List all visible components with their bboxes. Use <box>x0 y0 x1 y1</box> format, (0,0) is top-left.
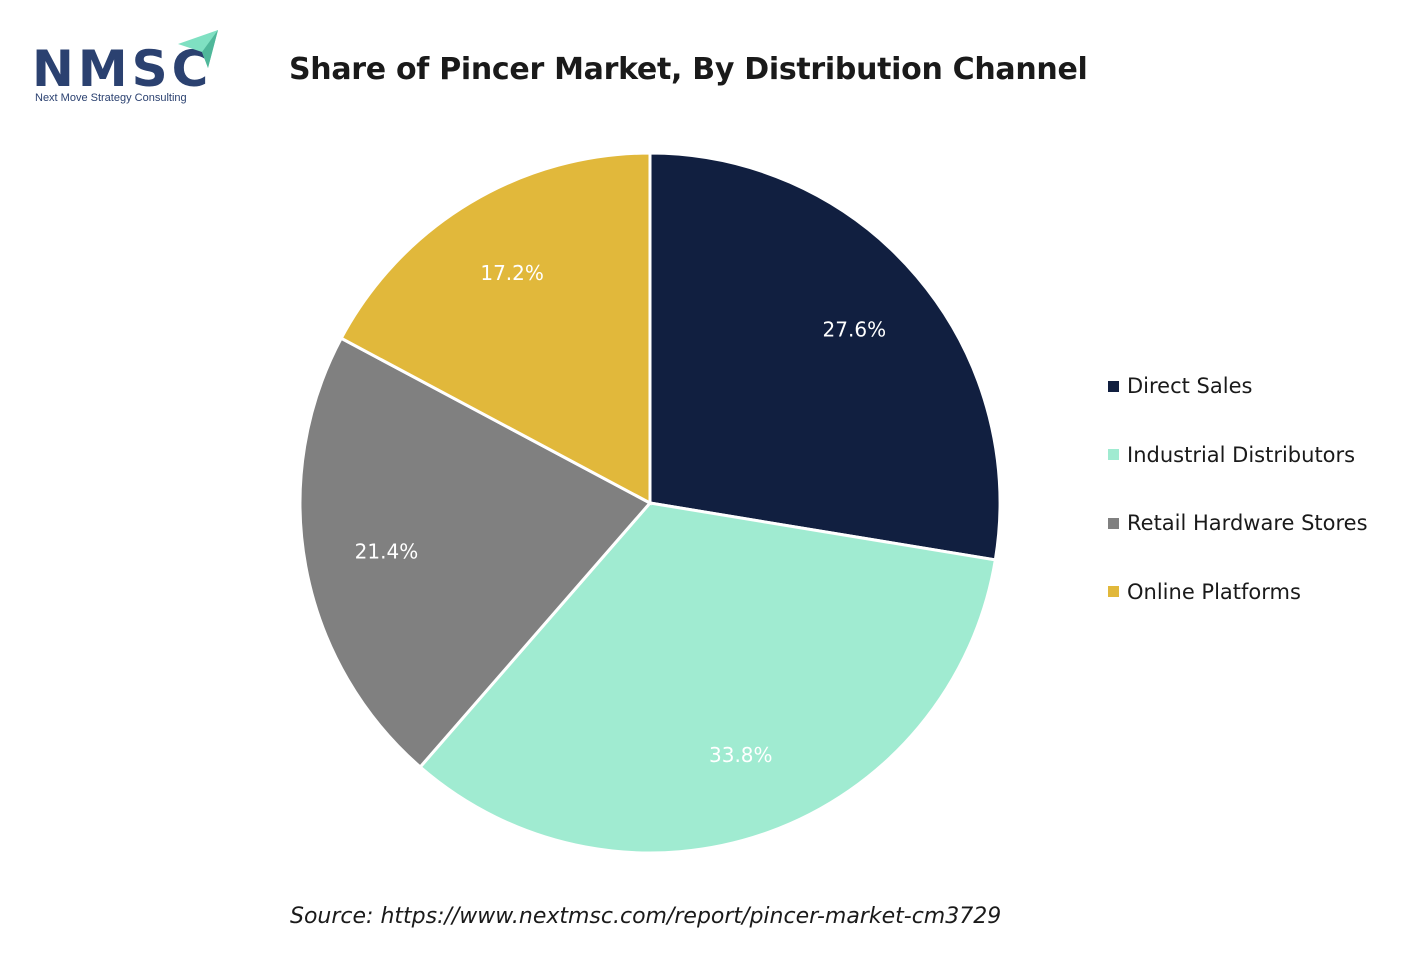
legend-item-retail-hardware-stores: Retail Hardware Stores <box>1108 489 1368 558</box>
legend-swatch <box>1108 449 1119 461</box>
chart-title: Share of Pincer Market, By Distribution … <box>289 52 1088 87</box>
legend-item-industrial-distributors: Industrial Distributors <box>1108 421 1368 490</box>
logo-arrow-shadow-icon <box>202 30 218 68</box>
logo-text: NMSC <box>32 40 212 98</box>
logo-tagline: Next Move Strategy Consulting <box>35 92 187 104</box>
nmsc-logo: NMSC Next Move Strategy Consulting <box>30 28 230 110</box>
legend-item-online-platforms: Online Platforms <box>1108 558 1368 627</box>
pie-slice-value-label: 17.2% <box>480 261 544 285</box>
logo-mark: NMSC <box>32 30 218 98</box>
source-note: Source: https://www.nextmsc.com/report/p… <box>290 904 1002 929</box>
legend: Direct Sales Industrial Distributors Ret… <box>1108 352 1368 626</box>
legend-label: Retail Hardware Stores <box>1127 511 1368 536</box>
legend-swatch <box>1108 517 1119 529</box>
legend-label: Industrial Distributors <box>1127 442 1356 467</box>
pie-slice-value-label: 27.6% <box>823 318 887 342</box>
pie-slice-value-label: 33.8% <box>709 743 773 767</box>
legend-swatch <box>1108 380 1119 392</box>
pie-slice-industrial-distributors <box>418 501 998 855</box>
pie-slice-value-label: 21.4% <box>355 540 419 564</box>
legend-label: Online Platforms <box>1127 579 1301 604</box>
pie-slice-online-platforms <box>339 151 652 506</box>
legend-label: Direct Sales <box>1127 374 1253 399</box>
pie-slice-direct-sales <box>648 151 1002 562</box>
legend-swatch <box>1108 586 1119 598</box>
pie-slice-retail-hardware-stores <box>298 336 653 770</box>
legend-item-direct-sales: Direct Sales <box>1108 352 1368 421</box>
